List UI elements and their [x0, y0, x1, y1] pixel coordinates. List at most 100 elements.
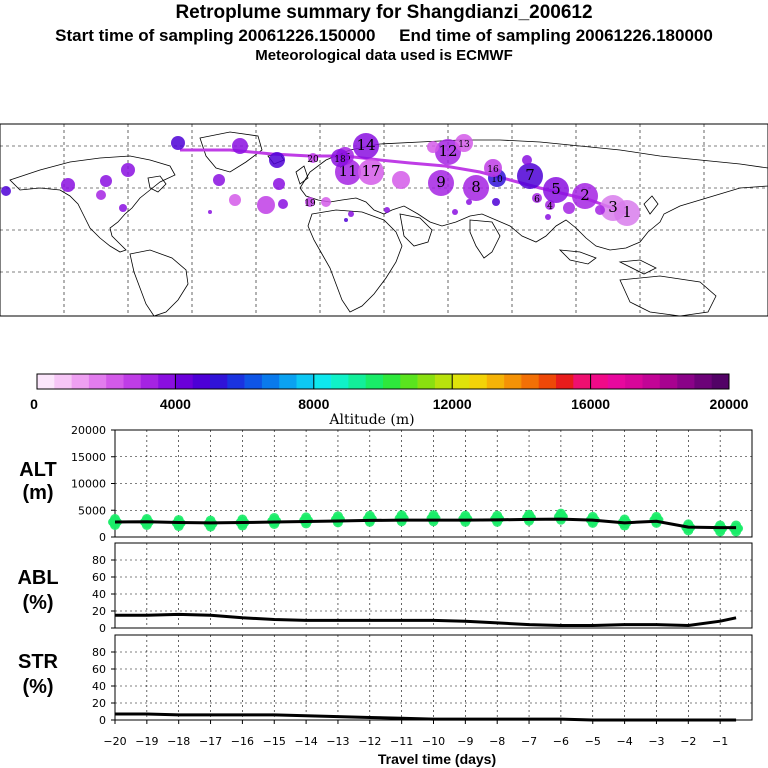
plume-location-marker: [463, 175, 489, 201]
x-tick-label: −17: [199, 735, 222, 748]
plume-location-label: 1: [622, 203, 632, 221]
colorbar-cell: [521, 374, 539, 389]
panel-unit: (m): [22, 482, 53, 504]
plume-fragment: [119, 204, 127, 212]
panel-abl: 80 60 40 20 0 ABL (%): [17, 542, 753, 635]
colorbar-cells: [37, 374, 730, 389]
x-tick-label: −2: [680, 735, 696, 748]
y-tick-label: 40: [92, 680, 106, 693]
plume-fragment: [61, 178, 75, 192]
plume-fragment: [344, 218, 348, 222]
altitude-cluster-point: [331, 513, 344, 526]
plume-fragment: [392, 171, 410, 189]
xaxis-label: Travel time (days): [378, 751, 496, 767]
colorbar-cell: [227, 374, 245, 389]
plume-fragment: [208, 210, 212, 214]
altitude-cluster-point: [554, 510, 567, 523]
chart-title: Retroplume summary for Shangdianzi_20061…: [175, 2, 593, 23]
colorbar-cell: [279, 374, 297, 389]
colorbar-tick-label: 12000: [433, 396, 472, 412]
colorbar-cell: [556, 374, 574, 389]
plume-location-marker: [517, 163, 543, 189]
plume-location-label: 18: [334, 155, 346, 165]
y-tick-label: 5000: [78, 504, 106, 517]
plume-location-marker: [308, 153, 318, 163]
plume-fragment: [545, 214, 551, 220]
plume-location-marker: [600, 195, 626, 221]
y-tick-label: 15000: [71, 451, 106, 464]
colorbar-cell: [538, 374, 557, 389]
colorbar-cell: [434, 374, 453, 389]
plume-location-marker: [331, 149, 349, 167]
x-tick-label: −9: [457, 735, 473, 748]
panel-label: ALT: [19, 459, 56, 481]
colorbar-cell: [88, 374, 107, 389]
plume-location-marker: [358, 159, 384, 185]
plume-location-label: 3: [608, 198, 618, 216]
plume-location-marker: [428, 170, 454, 196]
plume-location-marker: [532, 193, 542, 203]
plume-location-marker: [543, 177, 569, 203]
colorbar-cell: [452, 374, 470, 389]
colorbar-cell: [244, 374, 263, 389]
plume-location-label: 20: [307, 155, 319, 165]
y-tick-label: 80: [92, 554, 106, 567]
x-tick-label: −15: [263, 735, 286, 748]
x-tick-label: −13: [326, 735, 349, 748]
y-tick-label: 20: [92, 605, 106, 618]
sampling-times: Start time of sampling 20061226.150000 E…: [55, 26, 713, 45]
plume-location-marker: [305, 197, 315, 207]
colorbar-cell: [383, 374, 401, 389]
plume-location-marker: [455, 134, 473, 152]
colorbar-cell: [365, 374, 384, 389]
plume-location-label: 10: [491, 175, 503, 185]
plume-location-label: 17: [361, 162, 380, 180]
plume-fragment: [492, 198, 500, 206]
plume-location-label: 4: [547, 202, 553, 212]
x-tick-label: −14: [294, 735, 317, 748]
plume-location-marker: [572, 183, 598, 209]
colorbar-cell: [504, 374, 522, 389]
plume-fragment: [321, 197, 331, 207]
panel-unit: (%): [22, 592, 53, 614]
x-tick-label: −10: [422, 735, 445, 748]
plume-fragment: [384, 207, 390, 213]
plume-fragment: [257, 196, 275, 214]
colorbar-cell: [607, 374, 626, 389]
colorbar-tick-label: 4000: [160, 396, 191, 412]
colorbar-cell: [313, 374, 332, 389]
plume-location-label: 13: [458, 140, 470, 150]
y-tick-label: 0: [99, 714, 106, 727]
y-tick-label: 40: [92, 588, 106, 601]
plume-fragment: [466, 199, 472, 205]
colorbar-cell: [642, 374, 661, 389]
colorbar-cell: [573, 374, 591, 389]
y-tick-label: 0: [99, 622, 106, 635]
plume-fragment: [100, 175, 112, 187]
plume-fragment: [563, 202, 575, 214]
colorbar-cell: [210, 374, 228, 389]
plume-fragment: [595, 205, 605, 215]
plume-location-marker: [353, 133, 379, 159]
plume-location-label: 9: [436, 173, 446, 191]
colorbar-cell: [296, 374, 315, 389]
plume-fragment: [452, 209, 458, 215]
plume-location-label: 2: [580, 186, 590, 204]
y-tick-label: 80: [92, 646, 106, 659]
colorbar-ticks: 0 4000 8000 12000 16000 20000: [30, 374, 749, 412]
colorbar-cell: [659, 374, 678, 389]
colorbar-cell: [37, 374, 55, 389]
colorbar-cell: [486, 374, 505, 389]
abl-fraction-line: [115, 612, 737, 627]
colorbar-cell: [590, 374, 609, 389]
plume-location-label: 6: [534, 195, 540, 205]
plume-location-label: 8: [471, 178, 481, 196]
colorbar-cell: [192, 374, 211, 389]
colorbar-cell: [417, 374, 436, 389]
x-tick-label: −7: [521, 735, 537, 748]
plume-fragment: [229, 194, 241, 206]
plume-fragment: [121, 163, 135, 177]
plume-location-label: 14: [356, 136, 375, 154]
colorbar-cell: [158, 374, 176, 389]
